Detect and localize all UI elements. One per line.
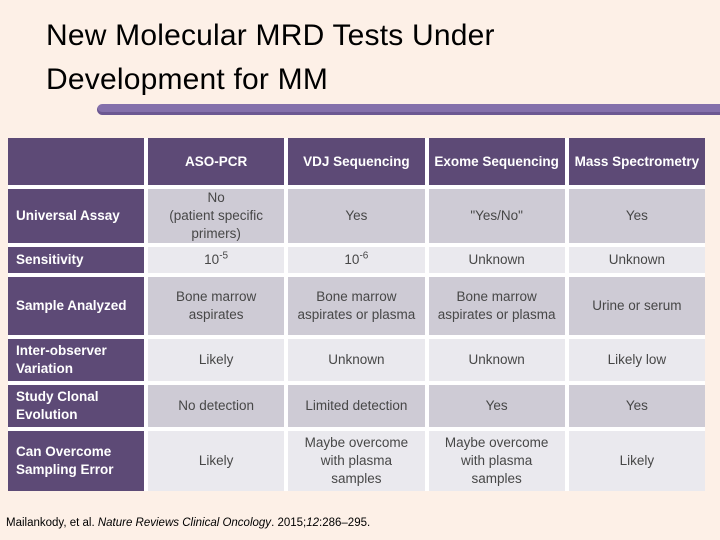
citation-journal: Nature Reviews Clinical Oncology	[97, 517, 272, 529]
table-cell: Unknown	[568, 247, 705, 273]
page-title-line2: Development for MM	[46, 63, 329, 96]
column-header-mass-spectrometry: Mass Spectrometry	[568, 138, 705, 185]
superscript-exponent: -5	[219, 250, 229, 262]
table-cell: Yes	[568, 385, 705, 427]
row-label-sample-analyzed: Sample Analyzed	[8, 277, 144, 335]
row-label-sensitivity: Sensitivity	[8, 247, 144, 273]
citation-pages: :286–295.	[319, 517, 371, 529]
table-cell: Likely	[148, 431, 285, 491]
column-header-aso-pcr: ASO-PCR	[148, 138, 285, 185]
table-cell: Unknown	[428, 247, 565, 273]
row-label-inter-observer-variation: Inter-observer Variation	[8, 339, 144, 381]
page-title: New Molecular MRD Tests Under Developmen…	[46, 14, 666, 102]
table-cell: "Yes/No"	[428, 189, 565, 243]
title-underline-bar	[97, 104, 720, 115]
superscript-exponent: -6	[359, 250, 369, 262]
table-cell: Yes	[428, 385, 565, 427]
row-label-can-overcome-sampling-error: Can Overcome Sampling Error	[8, 431, 144, 491]
table-cell: Likely low	[568, 339, 705, 381]
row-label-study-clonal-evolution: Study Clonal Evolution	[8, 385, 144, 427]
table-cell: 10-5	[148, 247, 285, 273]
table-cell: Limited detection	[288, 385, 425, 427]
table-cell: Unknown	[288, 339, 425, 381]
sensitivity-value: 10-6	[344, 250, 369, 267]
table-cell: Unknown	[428, 339, 565, 381]
page-title-line1: New Molecular MRD Tests Under	[46, 19, 495, 52]
table-cell: Yes	[288, 189, 425, 243]
citation-authors: Mailankody, et al.	[6, 517, 98, 529]
table-cell: Likely	[148, 339, 285, 381]
table-cell: Bone marrow aspirates or plasma	[288, 277, 425, 335]
table-cell: Bone marrow aspirates	[148, 277, 285, 335]
table-cell: Bone marrow aspirates or plasma	[428, 277, 565, 335]
column-header-vdj-sequencing: VDJ Sequencing	[288, 138, 425, 185]
table-cell: 10-6	[288, 247, 425, 273]
table-cell: Maybe overcome with plasma samples	[288, 431, 425, 491]
table-cell: No detection	[148, 385, 285, 427]
table-cell: No (patient specific primers)	[148, 189, 285, 243]
sensitivity-value: 10-5	[204, 250, 229, 267]
citation: Mailankody, et al. Nature Reviews Clinic…	[6, 517, 370, 529]
citation-volume: 12	[306, 517, 320, 529]
table-cell: Yes	[568, 189, 705, 243]
table-cell: Likely	[568, 431, 705, 491]
table-cell: Maybe overcome with plasma samples	[428, 431, 565, 491]
column-header-empty	[8, 138, 144, 185]
column-header-exome-sequencing: Exome Sequencing	[428, 138, 565, 185]
citation-separator: . 2015;	[271, 517, 307, 529]
table-cell: Urine or serum	[568, 277, 705, 335]
row-label-universal-assay: Universal Assay	[8, 189, 144, 243]
mrd-comparison-table: ASO-PCR VDJ Sequencing Exome Sequencing …	[8, 138, 705, 491]
